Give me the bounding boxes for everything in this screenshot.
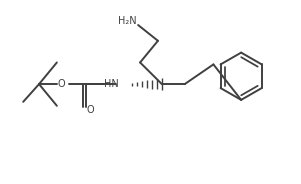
Text: H₂N: H₂N [117, 16, 136, 26]
Text: O: O [87, 105, 95, 115]
Text: O: O [57, 79, 65, 89]
Text: HN: HN [104, 79, 118, 89]
